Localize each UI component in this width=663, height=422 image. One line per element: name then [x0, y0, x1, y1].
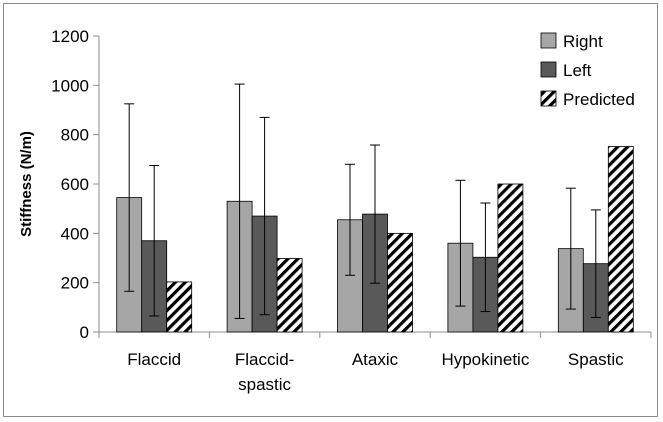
- category-label: spastic: [238, 375, 291, 394]
- category-label: Flaccid-: [235, 350, 295, 369]
- category-label: Flaccid: [127, 350, 181, 369]
- x-axis: [98, 331, 652, 338]
- legend-swatch-predicted: [540, 90, 557, 107]
- legend-label-right: Right: [563, 32, 603, 51]
- legend-label-predicted: Predicted: [563, 90, 635, 109]
- error-bars: [124, 83, 601, 319]
- category-labels: Flaccid Flaccid-spastic Ataxic Hypokinetic S…: [127, 350, 624, 394]
- y-tick-label: 800: [61, 126, 89, 145]
- category-label: Ataxic: [352, 350, 399, 369]
- bar-predicted: [276, 258, 303, 333]
- bar-predicted: [387, 232, 413, 333]
- y-tick-label: 400: [61, 224, 89, 243]
- legend-swatch-right: [540, 32, 557, 49]
- legend: Right Left Predicted: [540, 32, 635, 109]
- y-tick-label: 0: [80, 323, 89, 342]
- y-tick-label: 1000: [51, 76, 89, 95]
- y-axis-label: Stiffness (N/m): [18, 131, 35, 237]
- bar-predicted: [166, 281, 193, 333]
- legend-swatch-left: [540, 61, 557, 78]
- category-label: Spastic: [568, 350, 624, 369]
- y-axis: 0 200 400 600 800 1000 1200: [51, 27, 100, 342]
- bar-predicted: [607, 146, 634, 333]
- y-tick-label: 200: [61, 274, 89, 293]
- bar-predicted: [497, 183, 524, 333]
- category-label: Hypokinetic: [441, 350, 529, 369]
- y-tick-label: 1200: [51, 27, 89, 46]
- y-tick-label: 600: [61, 175, 89, 194]
- legend-label-left: Left: [563, 61, 592, 80]
